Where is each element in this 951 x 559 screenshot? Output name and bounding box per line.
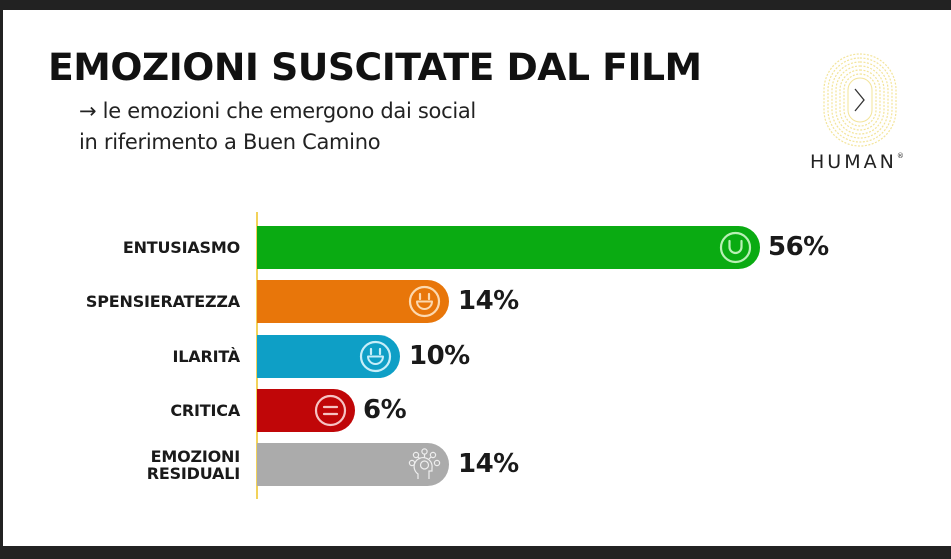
grin-icon [408,285,441,318]
value-label: 56% [768,232,829,262]
subtitle-line-1: → le emozioni che emergono dai social [79,99,476,123]
category-label: EMOZIONI RESIDUALI [146,446,240,483]
neutral-face-icon [314,394,347,427]
subtitle: → le emozioni che emergono dai social in… [79,96,476,158]
bar-spensieratezza [257,280,449,323]
category-label: ILARITÀ [172,347,241,366]
value-label: 14% [458,449,519,479]
subtitle-line-2: in riferimento a Buen Camino [79,130,381,154]
category-label: SPENSIERATEZZA [85,292,240,311]
category-label: ENTUSIASMO [122,238,240,257]
chart-row-entusiasmo: ENTUSIASMO 56% [3,226,951,269]
bar-entusiasmo [257,226,760,269]
bar-critica [257,389,355,432]
value-label: 6% [363,395,407,425]
page-title: EMOZIONI SUSCITATE DAL FILM [48,46,702,89]
chart-row-emozioni-residuali: EMOZIONI RESIDUALI 14% [3,443,951,486]
value-label: 14% [458,286,519,316]
chart-row-critica: CRITICA 6% [3,389,951,432]
fingerprint-arrow-icon [823,53,897,147]
bar-ilarita [257,335,400,378]
category-label: CRITICA [170,401,240,420]
mixed-emotions-head-icon [408,448,441,479]
grin-icon [359,340,392,373]
slide: EMOZIONI SUSCITATE DAL FILM → le emozion… [3,10,951,546]
human-logo: HUMAN® [808,52,918,182]
logo-wordmark: HUMAN® [810,151,904,173]
smile-icon [719,231,752,264]
chart-row-spensieratezza: SPENSIERATEZZA 14% [3,280,951,323]
chart-row-ilarita: ILARITÀ 10% [3,335,951,378]
bar-emozioni-residuali [257,443,449,486]
value-label: 10% [409,341,470,371]
